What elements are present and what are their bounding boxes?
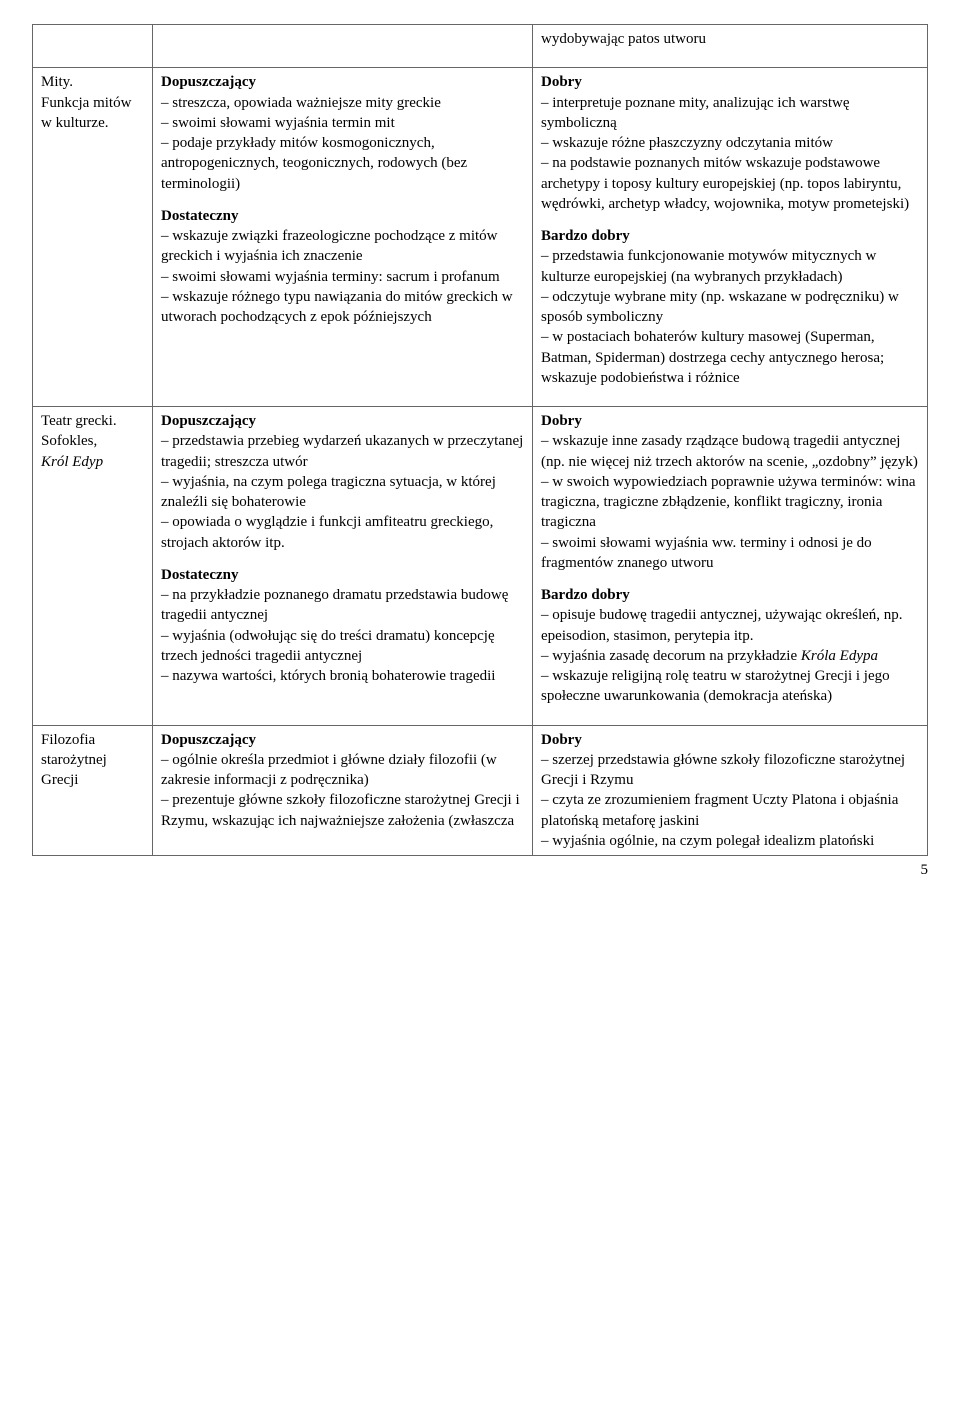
cell-left: [153, 25, 533, 68]
table-row: Mity. Funkcja mitów w kulturze. Dopuszcz…: [33, 68, 928, 407]
level-heading: Dobry: [541, 72, 919, 92]
cell-text: Król Edyp: [41, 452, 144, 472]
cell-text: – swoimi słowami wyjaśnia termin mit: [161, 113, 524, 133]
cell-text: – swoimi słowami wyjaśnia terminy: sacru…: [161, 267, 524, 287]
cell-text: – podaje przykłady mitów kosmogonicznych…: [161, 133, 524, 194]
level-heading: Dopuszczający: [161, 72, 524, 92]
cell-text: wydobywając patos utworu: [541, 29, 919, 49]
cell-text: – nazywa wartości, których bronią bohate…: [161, 666, 524, 686]
cell-text: – swoimi słowami wyjaśnia ww. terminy i …: [541, 533, 919, 574]
cell-text: – przedstawia przebieg wydarzeń ukazanyc…: [161, 431, 524, 472]
cell-topic: [33, 25, 153, 68]
cell-text: – streszcza, opowiada ważniejsze mity gr…: [161, 93, 524, 113]
level-heading: Dobry: [541, 730, 919, 750]
cell-text: Sofokles,: [41, 431, 144, 451]
inline-italic: Króla Edypa: [801, 648, 878, 664]
cell-text: Funkcja mitów w kulturze.: [41, 93, 144, 134]
cell-topic: Filozofia starożytnej Grecji: [33, 725, 153, 856]
cell-text: – na przykładzie poznanego dramatu przed…: [161, 585, 524, 626]
level-heading: Dopuszczający: [161, 411, 524, 431]
cell-text: – odczytuje wybrane mity (np. wskazane w…: [541, 287, 919, 328]
cell-text: Mity.: [41, 72, 144, 92]
table-row: Filozofia starożytnej Grecji Dopuszczają…: [33, 725, 928, 856]
cell-text: – szerzej przedstawia główne szkoły filo…: [541, 750, 919, 791]
cell-text: – wskazuje związki frazeologiczne pochod…: [161, 226, 524, 267]
cell-text: – wyjaśnia ogólnie, na czym polegał idea…: [541, 831, 919, 851]
inline-text: – wyjaśnia zasadę decorum na przykładzie: [541, 648, 801, 664]
cell-left: Dopuszczający – ogólnie określa przedmio…: [153, 725, 533, 856]
cell-text: – czyta ze zrozumieniem fragment Uczty P…: [541, 790, 919, 831]
cell-text: Teatr grecki.: [41, 411, 144, 431]
cell-right: Dobry – interpretuje poznane mity, anali…: [533, 68, 928, 407]
cell-topic: Teatr grecki. Sofokles, Król Edyp: [33, 407, 153, 726]
cell-text: – opisuje budowę tragedii antycznej, uży…: [541, 605, 919, 646]
cell-text: – w postaciach bohaterów kultury masowej…: [541, 327, 919, 388]
cell-text: – wskazuje różne płaszczyzny odczytania …: [541, 133, 919, 153]
cell-right: Dobry – szerzej przedstawia główne szkoł…: [533, 725, 928, 856]
level-heading: Bardzo dobry: [541, 226, 919, 246]
cell-text: – interpretuje poznane mity, analizując …: [541, 93, 919, 134]
level-heading: Dobry: [541, 411, 919, 431]
cell-text: – w swoich wypowiedziach poprawnie używa…: [541, 472, 919, 533]
cell-text: – przedstawia funkcjonowanie motywów mit…: [541, 246, 919, 287]
level-heading: Dostateczny: [161, 206, 524, 226]
cell-text: – wyjaśnia (odwołując się do treści dram…: [161, 626, 524, 667]
cell-text: – wyjaśnia zasadę decorum na przykładzie…: [541, 646, 919, 666]
curriculum-table: wydobywając patos utworu Mity. Funkcja m…: [32, 24, 928, 856]
cell-text: – wskazuje religijną rolę teatru w staro…: [541, 666, 919, 707]
cell-text: – prezentuje główne szkoły filozoficzne …: [161, 790, 524, 831]
cell-right: Dobry – wskazuje inne zasady rządzące bu…: [533, 407, 928, 726]
level-heading: Dopuszczający: [161, 730, 524, 750]
cell-text: – na podstawie poznanych mitów wskazuje …: [541, 153, 919, 214]
cell-text: – wyjaśnia, na czym polega tragiczna syt…: [161, 472, 524, 513]
level-heading: Bardzo dobry: [541, 585, 919, 605]
page-number: 5: [32, 856, 928, 879]
cell-left: Dopuszczający – streszcza, opowiada ważn…: [153, 68, 533, 407]
cell-left: Dopuszczający – przedstawia przebieg wyd…: [153, 407, 533, 726]
level-heading: Dostateczny: [161, 565, 524, 585]
cell-text: – wskazuje inne zasady rządzące budową t…: [541, 431, 919, 472]
cell-text: – opowiada o wyglądzie i funkcji amfitea…: [161, 512, 524, 553]
table-row: wydobywając patos utworu: [33, 25, 928, 68]
cell-text: Filozofia starożytnej Grecji: [41, 730, 144, 791]
cell-text: – wskazuje różnego typu nawiązania do mi…: [161, 287, 524, 328]
cell-topic: Mity. Funkcja mitów w kulturze.: [33, 68, 153, 407]
cell-text: – ogólnie określa przedmiot i główne dzi…: [161, 750, 524, 791]
table-row: Teatr grecki. Sofokles, Król Edyp Dopusz…: [33, 407, 928, 726]
cell-right: wydobywając patos utworu: [533, 25, 928, 68]
